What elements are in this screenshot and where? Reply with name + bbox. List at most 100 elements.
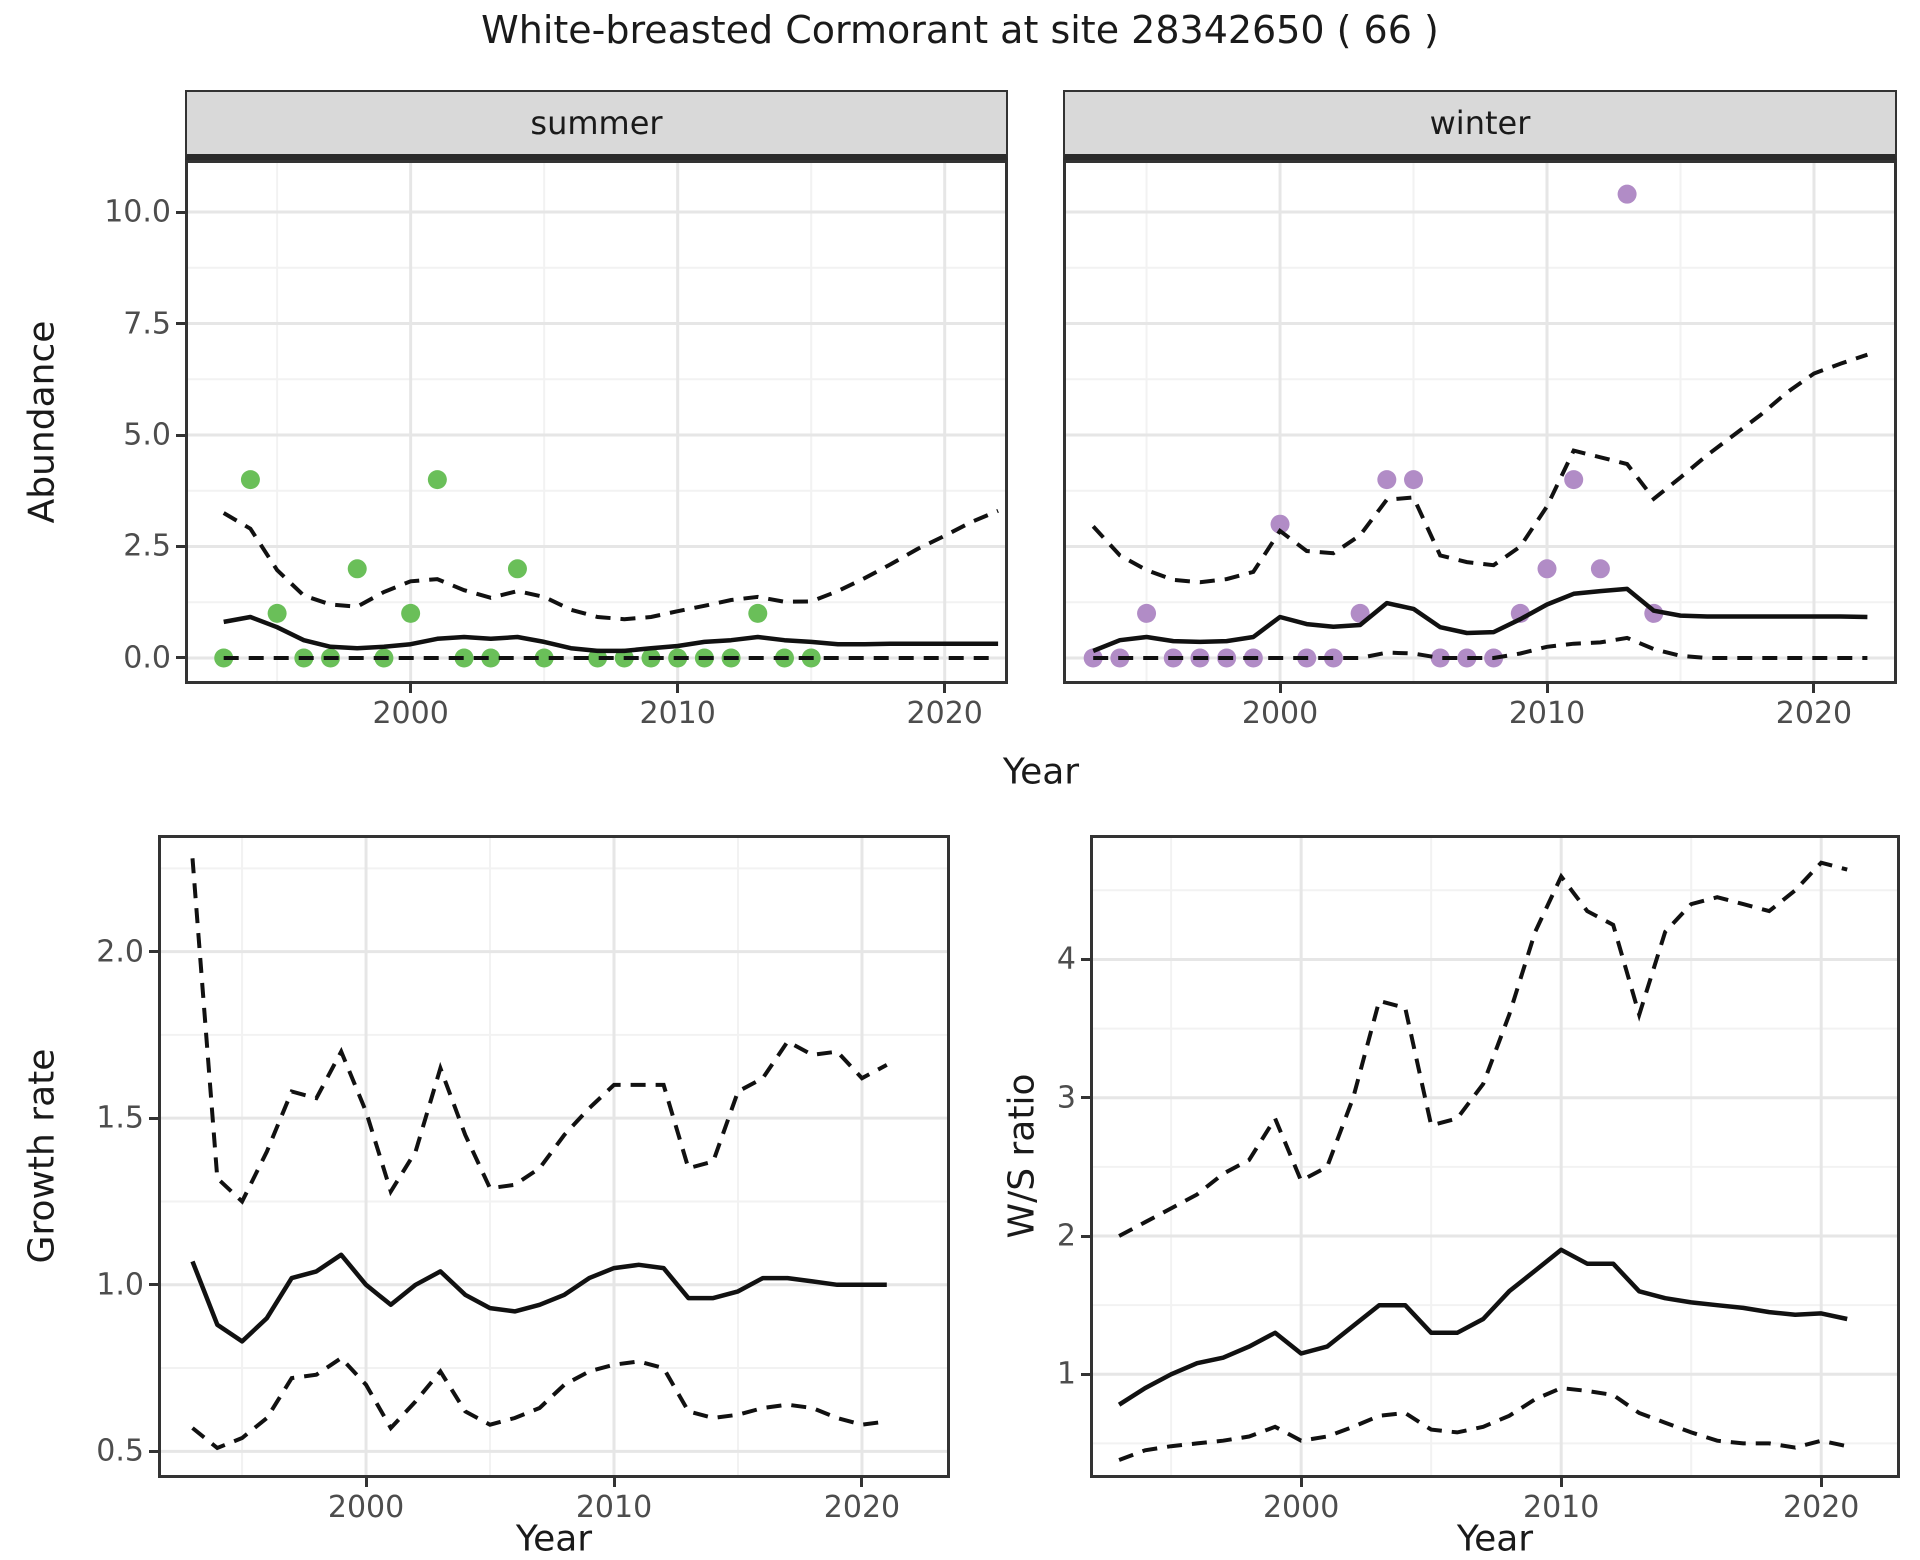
y-tick-mark [176,210,185,214]
chart-title: White-breasted Cormorant at site 2834265… [481,8,1439,52]
y-tick-label: 0.5 [96,1433,144,1469]
fit-line [1092,586,1868,653]
panel-ws-ratio [1090,835,1900,1478]
y-tick-label: 4 [1056,941,1076,977]
data-point [347,559,367,579]
y-tick-mark [149,950,158,954]
data-point [1617,184,1637,204]
ci-upper-line [190,858,888,1205]
x-tick-mark [1299,1478,1303,1487]
ci-upper-line [1118,860,1848,1238]
y-tick-label: 2 [1056,1218,1076,1254]
data-point [748,603,768,623]
y-tick-mark [1081,1234,1090,1238]
facet-strip-winter-label: winter [1429,104,1531,142]
y-tick-label: 7.5 [123,306,171,341]
y-tick-label: 0.0 [123,640,171,676]
data-point [588,648,608,668]
y-tick-mark [149,1449,158,1453]
data-point [1377,470,1397,490]
x-tick-label: 2010 [575,1490,653,1525]
data-point [1270,514,1290,534]
y-tick-label: 1.5 [96,1100,144,1136]
data-point [1430,648,1450,668]
data-point [1457,648,1477,668]
y-axis-title-growth-rate: Growth rate [21,1048,63,1264]
y-tick-label: 10.0 [104,194,171,230]
y-tick-label: 1 [1056,1356,1076,1392]
y-tick-label: 3 [1056,1080,1076,1116]
y-tick-mark [176,322,185,325]
data-point [1564,470,1584,490]
x-tick-label: 2000 [327,1490,405,1525]
y-tick-label: 2.0 [96,934,144,970]
panel-border [158,835,950,1478]
y-tick-mark [176,544,185,548]
x-tick-label: 2010 [1522,1490,1600,1525]
x-tick-mark [612,1478,616,1487]
x-tick-mark [676,684,680,693]
data-point [454,648,474,668]
x-tick-mark [1819,1478,1823,1487]
data-point [401,603,421,623]
x-tick-mark [1559,1478,1563,1487]
ci-lower-line [1093,635,1868,660]
y-tick-label: 5.0 [123,417,171,453]
panel-growth-rate [158,835,950,1478]
facet-strip-summer-label: summer [530,104,663,142]
x-tick-label: 2000 [1262,1490,1340,1525]
data-point [1083,648,1103,668]
fit-line [223,614,999,654]
x-axis-title-year-ws: Year [1456,1518,1534,1560]
data-point [1137,603,1157,623]
facet-strip-winter: winter [1063,90,1897,160]
x-tick-label: 2020 [906,696,983,731]
data-point [240,470,260,490]
x-tick-mark [1545,684,1549,693]
x-tick-label: 2000 [1241,696,1319,731]
x-tick-label: 2010 [1508,696,1586,731]
panel-border [185,160,1008,684]
x-tick-mark [1812,684,1816,693]
panel-border [1063,160,1897,684]
x-tick-mark [364,1478,368,1487]
data-point [1323,648,1343,668]
x-tick-mark [860,1478,864,1487]
ci-upper-line [222,508,999,622]
x-tick-label: 2020 [823,1490,901,1525]
panel-border [1090,835,1900,1478]
ci-lower-line [191,1355,888,1451]
data-point [507,559,527,579]
y-tick-mark [1081,1096,1090,1100]
y-axis-title-abundance: Abundance [21,320,63,524]
y-tick-mark [149,1283,158,1287]
data-point [1537,559,1557,579]
data-point [1404,470,1424,490]
x-axis-title-year-top: Year [1002,751,1080,793]
data-point [534,648,554,668]
y-tick-mark [1081,1372,1090,1376]
data-point [1590,559,1610,579]
panel-abundance-winter [1063,160,1897,684]
fit-line [1117,1247,1848,1407]
x-tick-mark [409,684,413,693]
y-tick-label: 2.5 [123,528,171,564]
ci-upper-line [1091,352,1869,585]
data-point [427,470,447,490]
panel-abundance-summer [185,160,1008,684]
y-tick-label: 1.0 [96,1267,144,1303]
data-point [481,648,501,668]
x-tick-label: 2010 [639,696,716,731]
y-tick-mark [176,656,185,660]
x-tick-label: 2000 [372,696,449,731]
fit-line [190,1252,887,1344]
x-tick-mark [1278,684,1282,693]
data-point [267,603,287,623]
ci-lower-line [1118,1386,1848,1462]
x-tick-mark [943,684,947,693]
data-point [1350,603,1370,623]
y-tick-mark [149,1116,158,1120]
x-axis-title-year-growth: Year [515,1518,593,1560]
y-tick-mark [1081,957,1090,961]
